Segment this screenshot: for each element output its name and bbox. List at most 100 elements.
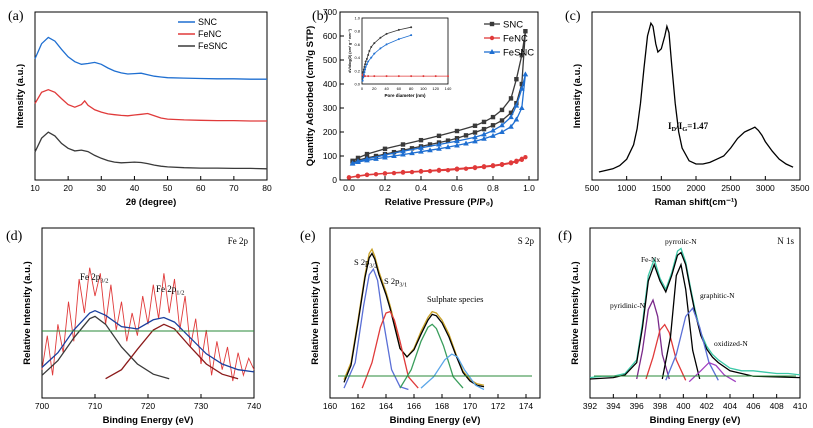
data-point — [418, 137, 424, 143]
inset-y-tick-label: 1.0 — [354, 16, 360, 21]
inset-data-point — [367, 53, 370, 56]
series-line-pyrrolic-n-fit — [661, 262, 701, 380]
data-point — [427, 168, 433, 174]
data-point — [346, 175, 352, 180]
x-axis-label: Relative Pressure (P/P₀) — [385, 197, 493, 208]
data-point — [499, 118, 505, 123]
data-point — [490, 132, 496, 138]
x-tick-label: 700 — [35, 401, 49, 411]
panel-label: (c) — [565, 9, 581, 24]
y-axis-label: Intensity (a.u.) — [15, 64, 26, 128]
panel-label: (d) — [6, 229, 23, 244]
y-tick-label: 700 — [323, 7, 337, 17]
x-tick-label: 170 — [463, 401, 477, 411]
inset-data-point — [373, 52, 376, 55]
series-line-raw — [343, 247, 485, 386]
x-tick-label: 720 — [141, 401, 155, 411]
legend-label: SNC — [503, 20, 523, 31]
inset-data-point — [362, 76, 365, 79]
y-tick-label: 400 — [323, 79, 337, 89]
x-tick-label: 1.0 — [523, 183, 535, 193]
inset-data-point — [397, 28, 400, 31]
x-tick-label: 392 — [583, 401, 597, 411]
data-point — [519, 85, 525, 91]
y-axis-label: Intensity (a.u.) — [572, 64, 583, 128]
data-point — [418, 148, 424, 154]
inset-data-point — [364, 75, 367, 78]
inset-y-tick-label: 0.0 — [354, 82, 360, 87]
data-point — [499, 129, 505, 134]
data-point — [523, 29, 528, 34]
data-point — [400, 148, 406, 154]
inset-y-tick-label: 0.2 — [354, 68, 360, 73]
data-point — [355, 173, 361, 179]
x-tick-label: 2000 — [687, 183, 706, 193]
series-line-sulphate-fit-2 — [420, 353, 485, 391]
series-line-fe-nx-fit — [645, 323, 687, 381]
x-tick-label: 20 — [63, 183, 73, 193]
inset-x-tick-label: 140 — [445, 86, 452, 91]
series-line-s-2p3-2-fit — [343, 267, 409, 391]
x-tick-label: 410 — [793, 401, 807, 411]
peak-label-sulphate: Sulphate species — [427, 294, 483, 304]
data-point — [472, 134, 478, 140]
inset-data-point — [434, 75, 437, 78]
x-tick-label: 406 — [746, 401, 760, 411]
data-point — [364, 151, 370, 157]
panel-label: (a) — [8, 9, 24, 24]
x-tick-label: 1000 — [617, 183, 636, 193]
inset-x-tick-label: 0 — [361, 86, 364, 91]
peak-label-pyrrolic-n-text: pyrrolic-N — [665, 237, 697, 246]
panel-c: (c) 500 1000 1500 2000 2500 3000 3500 Raman shif… — [565, 9, 810, 208]
series-line-envelope — [589, 251, 801, 380]
peak-label-sulphate-text: Sulphate species — [427, 294, 483, 304]
data-point — [436, 145, 442, 151]
inset-data-point — [410, 75, 413, 78]
data-point — [364, 172, 370, 177]
data-point — [382, 171, 388, 176]
data-point — [508, 123, 514, 129]
inset-data-point — [373, 75, 376, 78]
data-point — [391, 170, 397, 176]
legend-marker — [489, 21, 495, 27]
data-point — [519, 105, 525, 110]
x-axis-label: Binding Energy (eV) — [650, 415, 741, 426]
series-line-fe-2p1-2-fit — [105, 323, 239, 380]
data-point — [513, 116, 520, 122]
peak-label-fe2p12-text: Fe 2p — [156, 284, 177, 294]
plot-frame — [34, 11, 268, 181]
series-line-snc — [34, 36, 267, 80]
peak-label-pyridinic-n-text: pyridinic-N — [610, 301, 646, 310]
inset-chart: 0 20 40 60 80 100 120 140 0.0 0.2 0.4 0.6 0.8 1.0 Pore… — [348, 16, 452, 99]
x-tick-label: 402 — [700, 401, 714, 411]
x-tick-label: 2500 — [721, 183, 740, 193]
peak-label-s2p32-text: S 2p — [354, 257, 369, 267]
data-point — [490, 114, 496, 120]
panel-e: (e) 160 162 164 166 168 170 172 174 Binding Energ… — [300, 227, 541, 426]
inset-x-tick-label: 120 — [432, 86, 439, 91]
inset-x-tick-label: 100 — [420, 86, 427, 91]
x-axis-label: Raman shift(cm⁻¹) — [655, 197, 738, 208]
series-line-raw — [41, 267, 255, 382]
plot-frame — [41, 227, 255, 399]
inset-data-point — [370, 56, 373, 59]
peak-label-graphitic-n-text: graphitic-N — [700, 291, 735, 300]
x-tick-label: 740 — [247, 401, 261, 411]
data-point — [391, 153, 397, 158]
x-tick-label: 172 — [491, 401, 505, 411]
y-tick-label: 100 — [323, 151, 337, 161]
peak-label-fe2p32-subscript: 3/2 — [100, 278, 108, 285]
ratio-part: D — [672, 126, 677, 133]
peak-label-fe2p12: Fe 2p1/2 — [156, 284, 185, 297]
y-axis-label: Relative Intensity (a.u.) — [570, 261, 581, 364]
data-point — [490, 127, 496, 133]
x-tick-label: 710 — [88, 401, 102, 411]
data-point — [490, 163, 496, 168]
data-point — [499, 161, 505, 167]
data-point — [445, 144, 451, 150]
data-point — [454, 138, 460, 144]
data-point — [472, 138, 478, 144]
data-point — [445, 138, 451, 143]
data-point — [463, 140, 469, 146]
spectrum-label: S 2p — [518, 236, 535, 246]
